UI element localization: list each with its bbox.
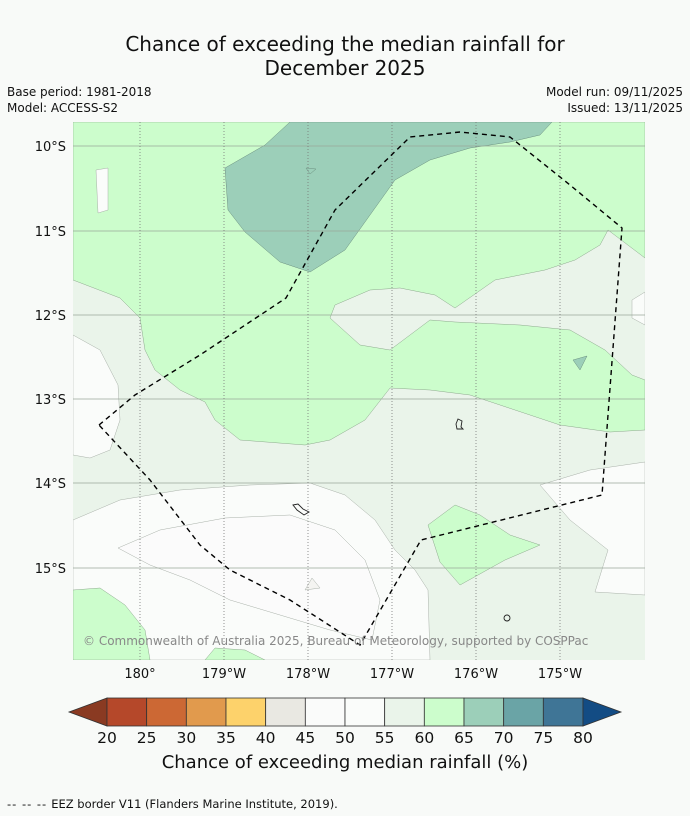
islands <box>292 418 511 622</box>
colorbar-tick-label: 55 <box>374 729 395 747</box>
colorbar-bin <box>146 697 187 727</box>
lat-label: 13°S <box>35 393 66 408</box>
island-1 <box>455 418 465 430</box>
region-60-65-bottom <box>204 647 266 660</box>
colorbar-bin <box>384 697 425 727</box>
base-period: Base period: 1981-2018 <box>7 85 152 99</box>
colorbar-bin <box>503 697 544 727</box>
region-40-45-patch <box>304 577 321 591</box>
region-50-55-northwest <box>95 167 109 214</box>
lon-label: 176°W <box>454 667 498 682</box>
lat-label: 12°S <box>35 309 66 324</box>
region-65-70 <box>224 122 553 273</box>
copyright: © Commonwealth of Australia 2025, Bureau… <box>83 634 588 648</box>
chart-title: Chance of exceeding the median rainfall … <box>0 32 690 80</box>
colorbar <box>67 697 623 727</box>
colorbar-bin <box>304 697 346 727</box>
island-2 <box>292 503 310 516</box>
island-3 <box>503 614 511 622</box>
legend-dash-symbol: -- -- -- <box>7 797 48 811</box>
colorbar-extend-low <box>67 697 108 727</box>
legend-text: EEZ border V11 (Flanders Marine Institut… <box>51 797 338 811</box>
model-run: Model run: 09/11/2025 <box>545 85 683 99</box>
meta-left: Base period: 1981-2018 Model: ACCESS-S2 <box>7 84 152 116</box>
region-50-55-northeast <box>631 291 645 326</box>
lon-label: 175°W <box>538 667 582 682</box>
colorbar-bin <box>185 697 227 727</box>
lat-label: 14°S <box>35 477 66 492</box>
lat-label: 11°S <box>35 225 66 240</box>
region-65-70-small <box>572 355 588 371</box>
colorbar-tick-label: 75 <box>533 729 554 747</box>
colorbar-bin <box>225 697 267 727</box>
lon-label: 179°W <box>202 667 246 682</box>
colorbar-bin <box>463 697 505 727</box>
colorbar-tick-label: 40 <box>255 729 276 747</box>
lat-label: 15°S <box>35 562 66 577</box>
colorbar-bin <box>265 697 306 727</box>
title-line-1: Chance of exceeding the median rainfall … <box>125 32 565 56</box>
title-line-2: December 2025 <box>264 56 426 80</box>
map-area: © Commonwealth of Australia 2025, Bureau… <box>73 122 645 660</box>
lat-label: 10°S <box>35 140 66 155</box>
lon-labels: 180° 179°W 178°W 177°W 176°W 175°W <box>124 667 582 682</box>
region-50-55-west <box>73 334 121 459</box>
colorbar-bin <box>344 697 386 727</box>
colorbar-tick-label: 65 <box>454 729 474 747</box>
colorbar-extend-high <box>582 697 623 727</box>
lon-label: 180° <box>124 667 155 682</box>
colorbar-tick-label: 60 <box>414 729 435 747</box>
colorbar-tick-label: 80 <box>573 729 593 747</box>
colorbar-tick-label: 30 <box>176 729 197 747</box>
model-name: Model: ACCESS-S2 <box>7 101 119 115</box>
eez-border <box>97 131 623 646</box>
colorbar-tick-label: 35 <box>216 729 236 747</box>
colorbar-bin <box>542 697 584 727</box>
region-50-55-east <box>539 461 645 596</box>
colorbar-tick-label: 25 <box>136 729 157 747</box>
region-45-50-inner <box>117 514 381 641</box>
colorbar-bin <box>106 697 148 727</box>
colorbar-tick-label: 20 <box>97 729 117 747</box>
issued-date: Issued: 13/11/2025 <box>567 101 683 115</box>
lon-label: 177°W <box>370 667 414 682</box>
meta-right: Model run: 09/11/2025 Issued: 13/11/2025 <box>546 84 683 116</box>
legend: -- -- -- EEZ border V11 (Flanders Marine … <box>7 797 338 811</box>
region-60-65-east <box>427 504 541 586</box>
lon-label: 178°W <box>286 667 330 682</box>
region-60-65-main <box>73 122 645 446</box>
colorbar-tick-label: 45 <box>295 729 316 747</box>
colorbar-tick-label: 50 <box>335 729 355 747</box>
region-60-65-southwest <box>73 587 151 660</box>
graticule-latitude <box>73 145 645 569</box>
colorbar-bin <box>423 697 465 727</box>
colorbar-title: Chance of exceeding median rainfall (%) <box>161 752 529 773</box>
colorbar-tick-label: 70 <box>493 729 514 747</box>
lat-labels: 10°S 11°S 12°S 13°S 14°S 15°S <box>35 140 66 577</box>
